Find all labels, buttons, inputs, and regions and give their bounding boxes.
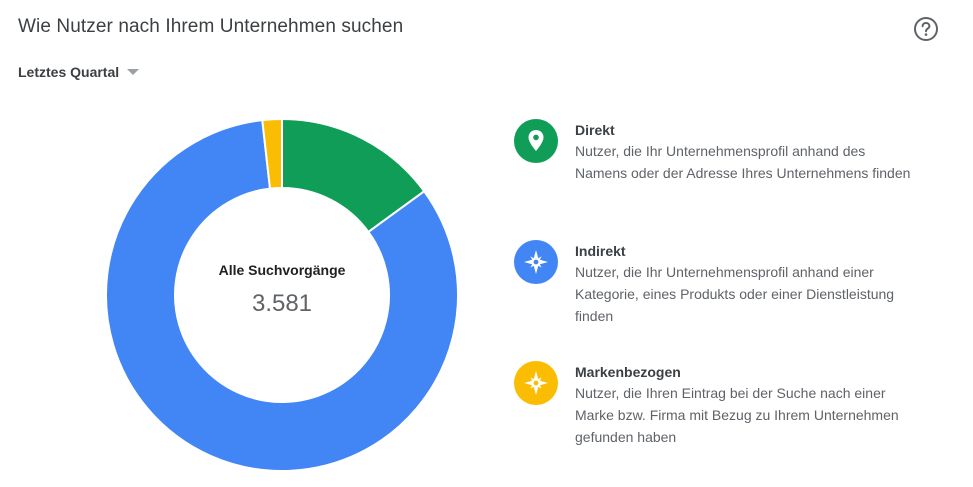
legend-name: Indirekt [575, 243, 626, 259]
legend-icon-direkt [514, 119, 558, 163]
compass-icon [524, 371, 548, 395]
help-button[interactable] [913, 16, 939, 42]
legend-item-direkt: Direkt Nutzer, die Ihr Unternehmensprofi… [514, 119, 934, 184]
donut-slice-markenbezogen[interactable] [261, 118, 283, 190]
help-circle-icon [914, 17, 938, 41]
legend-description: Nutzer, die Ihr Unternehmensprofil anhan… [575, 143, 911, 181]
legend-item-markenbezogen: Markenbezogen Nutzer, die Ihren Eintrag … [514, 361, 934, 448]
location-pin-icon [528, 130, 544, 151]
legend-name: Markenbezogen [575, 364, 681, 380]
legend-icon-indirekt [514, 240, 558, 284]
total-label: Alle Suchvorgänge [218, 262, 346, 278]
compass-icon [524, 250, 548, 274]
caret-down-icon [127, 69, 140, 75]
period-label: Letztes Quartal [18, 64, 120, 80]
total-value: 3.581 [251, 290, 313, 317]
legend-icon-markenbezogen [514, 361, 558, 405]
legend-description: Nutzer, die Ihren Eintrag bei der Suche … [575, 385, 899, 445]
donut-chart [105, 118, 459, 472]
donut-slice-indirekt[interactable] [105, 119, 459, 472]
period-dropdown[interactable]: Letztes Quartal [18, 64, 140, 80]
legend-item-indirekt: Indirekt Nutzer, die Ihr Unternehmenspro… [514, 240, 934, 327]
legend-name: Direkt [575, 122, 615, 138]
card-title: Wie Nutzer nach Ihrem Unternehmen suchen [18, 16, 404, 37]
legend-description: Nutzer, die Ihr Unternehmensprofil anhan… [575, 264, 895, 324]
